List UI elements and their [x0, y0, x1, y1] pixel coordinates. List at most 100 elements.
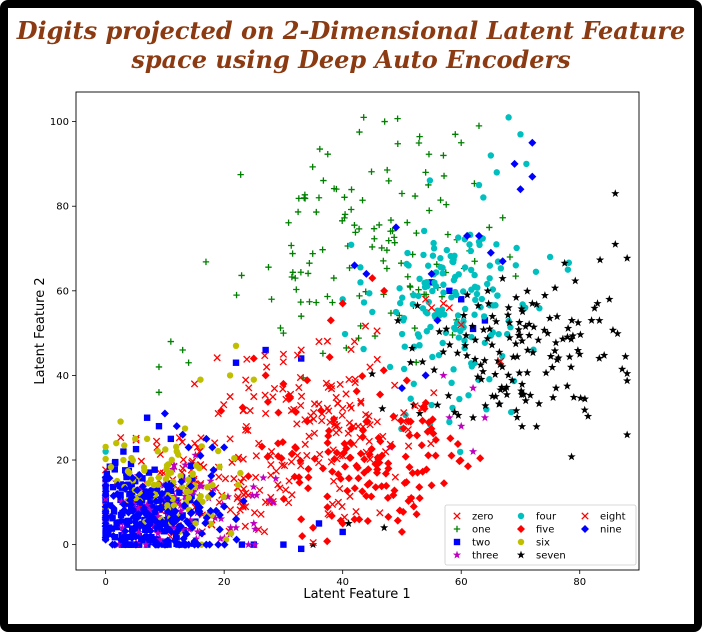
data-point-one [368, 243, 376, 251]
data-point-three [252, 490, 261, 499]
data-point-one [289, 269, 297, 276]
data-point-one [433, 261, 440, 268]
data-point-one [355, 334, 362, 342]
data-point-four [471, 271, 478, 279]
data-point-nine [138, 482, 147, 491]
data-point-four [489, 286, 497, 293]
data-point-one [398, 260, 405, 267]
data-point-two [298, 355, 305, 362]
data-point-one [368, 168, 375, 175]
data-point-four [467, 247, 475, 255]
legend-label-two: two [472, 538, 490, 549]
data-point-seven [484, 299, 493, 308]
data-point-five [384, 512, 393, 521]
data-point-nine [101, 509, 110, 518]
y-tick-label: 100 [50, 117, 69, 128]
data-point-eight [411, 402, 419, 410]
data-point-two [280, 541, 287, 548]
data-point-eight [334, 498, 343, 506]
data-point-eight [246, 406, 254, 415]
data-point-five [343, 486, 352, 495]
data-point-eight [243, 355, 251, 363]
data-point-seven [491, 370, 500, 378]
legend-label-eight: eight [600, 512, 626, 523]
data-point-seven [525, 331, 534, 339]
data-point-seven [567, 334, 576, 343]
data-point-one [357, 322, 364, 330]
data-point-one [409, 251, 416, 258]
data-point-nine [207, 471, 216, 480]
data-point-zero [272, 467, 280, 475]
data-point-four [420, 251, 427, 259]
data-point-one [404, 219, 411, 226]
data-point-nine [474, 231, 483, 240]
legend-marker-six [517, 538, 525, 546]
data-point-two [110, 508, 118, 515]
data-point-four [564, 266, 572, 273]
data-point-seven [543, 329, 552, 337]
data-point-two [152, 508, 159, 516]
data-point-three [223, 492, 233, 501]
data-point-zero [220, 401, 228, 409]
data-point-zero [226, 506, 235, 514]
data-point-four [360, 345, 367, 353]
data-point-nine [170, 536, 179, 545]
data-point-five [400, 478, 409, 487]
data-point-three [181, 492, 190, 500]
data-point-nine [178, 513, 187, 522]
data-point-four [432, 282, 440, 290]
data-point-one [347, 206, 355, 213]
data-point-one [237, 171, 244, 178]
data-point-seven [540, 325, 549, 334]
data-point-five [453, 439, 462, 448]
data-point-six [168, 456, 175, 464]
data-point-one [506, 253, 514, 261]
data-point-four [440, 289, 447, 296]
data-point-four [399, 294, 406, 301]
data-point-four [450, 366, 457, 373]
data-point-four [415, 292, 422, 300]
data-point-seven [618, 364, 627, 373]
data-point-six [226, 372, 234, 379]
data-points [101, 114, 632, 553]
data-point-five [423, 427, 432, 436]
data-point-one [313, 208, 320, 216]
data-point-two [188, 492, 195, 500]
data-point-one [406, 282, 414, 290]
data-point-four [421, 283, 429, 291]
data-point-one [422, 169, 429, 176]
data-point-nine [220, 443, 229, 452]
data-point-four [455, 234, 462, 241]
data-point-seven [439, 347, 448, 356]
data-point-nine [362, 269, 371, 278]
data-point-nine [510, 159, 519, 168]
data-point-two [128, 484, 136, 491]
y-tick-label: 0 [63, 540, 69, 551]
data-point-five [340, 439, 349, 448]
data-point-two [160, 528, 167, 535]
data-point-five [476, 454, 485, 463]
data-point-one [394, 115, 401, 122]
data-point-four [403, 260, 410, 268]
data-point-three [189, 487, 198, 496]
data-point-one [185, 359, 192, 366]
data-point-eight [332, 429, 340, 437]
data-point-nine [136, 498, 145, 507]
data-point-seven [512, 293, 521, 302]
data-point-eight [427, 304, 436, 312]
data-point-nine [498, 257, 507, 266]
data-point-eight [356, 433, 364, 442]
data-point-three [171, 498, 180, 506]
data-point-seven [534, 399, 544, 408]
data-point-zero [257, 510, 265, 518]
data-point-seven [502, 390, 511, 399]
data-point-four [513, 244, 520, 252]
data-point-seven [605, 294, 614, 303]
data-point-five [353, 463, 362, 472]
data-point-six [129, 457, 136, 464]
data-point-five [323, 503, 332, 512]
data-point-seven [565, 352, 574, 361]
data-point-four [497, 265, 505, 272]
data-point-seven [380, 523, 389, 532]
data-point-seven [435, 327, 444, 336]
